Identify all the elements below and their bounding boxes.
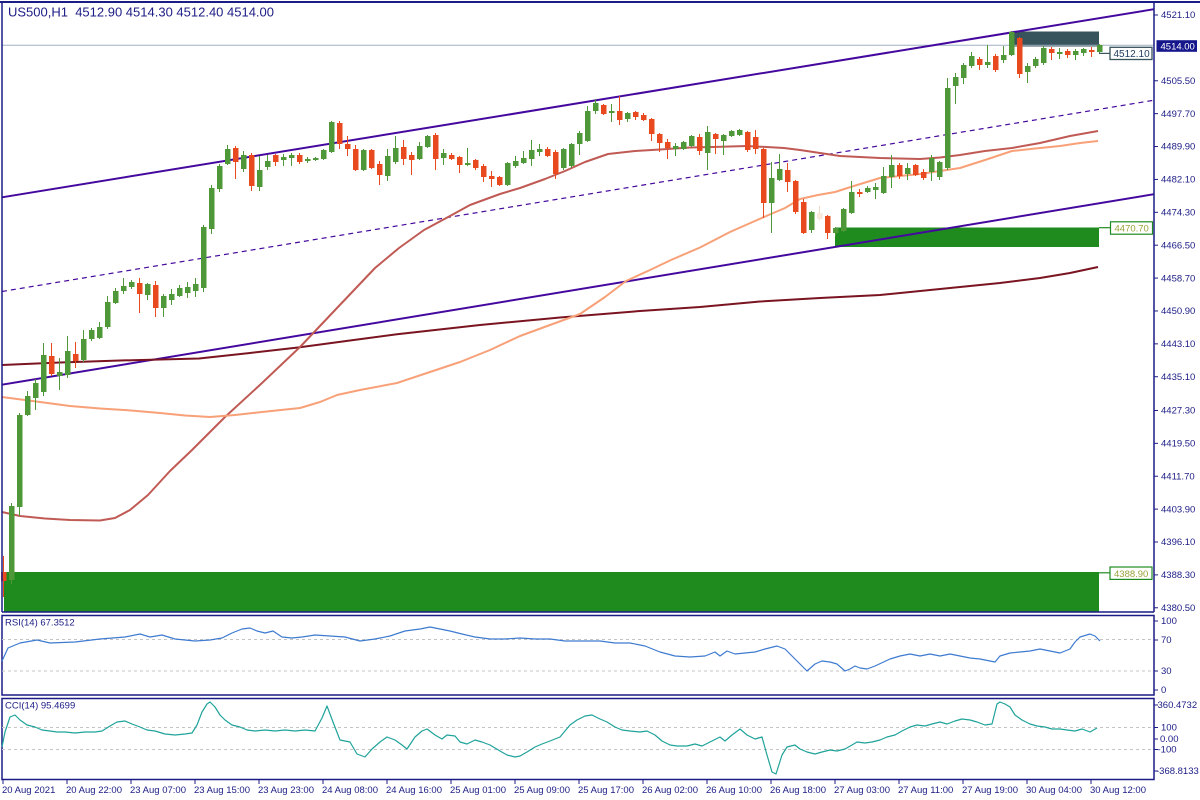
svg-text:4474.30: 4474.30 xyxy=(1161,208,1195,219)
svg-text:27 Aug 11:00: 27 Aug 11:00 xyxy=(898,785,953,796)
svg-text:26 Aug 02:00: 26 Aug 02:00 xyxy=(642,785,698,796)
svg-text:4435.10: 4435.10 xyxy=(1161,372,1195,383)
svg-text:RSI(14) 67.3512: RSI(14) 67.3512 xyxy=(5,618,75,629)
svg-text:4443.10: 4443.10 xyxy=(1161,339,1195,350)
svg-text:4521.10: 4521.10 xyxy=(1161,10,1195,21)
svg-text:4450.90: 4450.90 xyxy=(1161,306,1195,317)
svg-text:0: 0 xyxy=(1161,685,1166,696)
svg-text:23 Aug 23:00: 23 Aug 23:00 xyxy=(258,785,314,796)
svg-text:4396.10: 4396.10 xyxy=(1161,537,1195,548)
svg-text:100: 100 xyxy=(1161,723,1177,734)
svg-text:20 Aug 2021: 20 Aug 2021 xyxy=(2,785,55,796)
svg-text:27 Aug 03:00: 27 Aug 03:00 xyxy=(834,785,890,796)
svg-text:4403.90: 4403.90 xyxy=(1161,504,1195,515)
svg-text:24 Aug 08:00: 24 Aug 08:00 xyxy=(322,785,378,796)
svg-text:-100: -100 xyxy=(1158,745,1177,756)
svg-text:4489.90: 4489.90 xyxy=(1161,142,1195,153)
svg-text:4482.10: 4482.10 xyxy=(1161,175,1195,186)
svg-text:CCI(14) 95.4699: CCI(14) 95.4699 xyxy=(5,701,75,712)
svg-text:4419.50: 4419.50 xyxy=(1161,439,1195,450)
svg-text:26 Aug 18:00: 26 Aug 18:00 xyxy=(770,785,826,796)
svg-text:24 Aug 16:00: 24 Aug 16:00 xyxy=(386,785,442,796)
svg-text:4512.10: 4512.10 xyxy=(1114,49,1151,60)
svg-text:4388.90: 4388.90 xyxy=(1114,569,1148,580)
svg-text:30: 30 xyxy=(1161,666,1172,677)
svg-text:4388.30: 4388.30 xyxy=(1161,570,1195,581)
svg-text:70: 70 xyxy=(1161,635,1172,646)
svg-text:4458.70: 4458.70 xyxy=(1161,273,1195,284)
svg-text:100: 100 xyxy=(1161,616,1177,627)
svg-text:0.00: 0.00 xyxy=(1160,734,1179,745)
svg-text:4411.70: 4411.70 xyxy=(1161,471,1195,482)
svg-text:30 Aug 12:00: 30 Aug 12:00 xyxy=(1090,785,1146,796)
svg-text:25 Aug 09:00: 25 Aug 09:00 xyxy=(514,785,570,796)
svg-text:25 Aug 17:00: 25 Aug 17:00 xyxy=(578,785,634,796)
svg-text:23 Aug 07:00: 23 Aug 07:00 xyxy=(130,785,186,796)
svg-text:23 Aug 15:00: 23 Aug 15:00 xyxy=(194,785,250,796)
svg-text:26 Aug 10:00: 26 Aug 10:00 xyxy=(706,785,762,796)
svg-text:-368.8133: -368.8133 xyxy=(1156,766,1199,777)
svg-text:4380.50: 4380.50 xyxy=(1161,603,1195,614)
svg-text:4470.70: 4470.70 xyxy=(1115,224,1149,235)
svg-text:4466.50: 4466.50 xyxy=(1161,240,1195,251)
svg-text:US500,H1 4512.90 4514.30 4512: US500,H1 4512.90 4514.30 4512.40 4514.00 xyxy=(8,5,274,20)
svg-text:360.4732: 360.4732 xyxy=(1158,700,1198,711)
svg-text:20 Aug 22:00: 20 Aug 22:00 xyxy=(66,785,122,796)
svg-text:4427.30: 4427.30 xyxy=(1161,406,1195,417)
svg-text:27 Aug 19:00: 27 Aug 19:00 xyxy=(962,785,1018,796)
svg-text:30 Aug 04:00: 30 Aug 04:00 xyxy=(1026,785,1082,796)
svg-text:4497.70: 4497.70 xyxy=(1161,109,1195,120)
svg-text:4514.00: 4514.00 xyxy=(1161,41,1195,52)
svg-text:25 Aug 01:00: 25 Aug 01:00 xyxy=(450,785,506,796)
svg-text:4505.50: 4505.50 xyxy=(1161,76,1195,87)
